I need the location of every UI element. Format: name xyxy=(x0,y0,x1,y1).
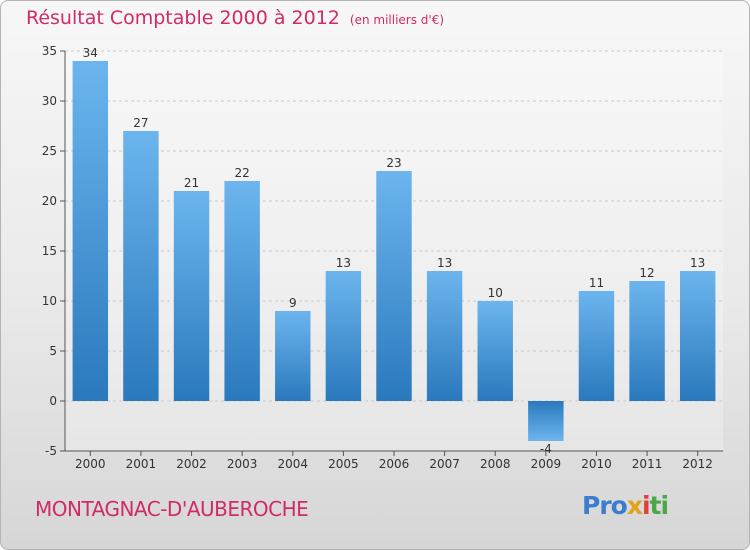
y-tick-label: 35 xyxy=(42,44,57,58)
bar-2012 xyxy=(679,271,716,401)
proxiti-logo: Proxiti xyxy=(582,491,670,520)
x-tick-label-2005: 2005 xyxy=(328,457,359,471)
y-tick-label: 25 xyxy=(42,144,57,158)
bar-2011 xyxy=(629,281,665,401)
data-label-2005: 13 xyxy=(336,256,351,270)
x-tick-label-2002: 2002 xyxy=(176,457,207,471)
x-tick-label-2008: 2008 xyxy=(480,457,511,471)
data-label-2011: 12 xyxy=(639,266,654,280)
data-label-2010: 11 xyxy=(589,276,604,290)
y-tick-label: 5 xyxy=(49,344,57,358)
data-label-2001: 27 xyxy=(133,116,148,130)
x-tick-label-2011: 2011 xyxy=(632,457,663,471)
logo-part-2: x xyxy=(626,491,643,520)
data-label-2009: -4 xyxy=(540,442,552,456)
x-tick-label-2006: 2006 xyxy=(379,457,410,471)
logo-part-3: i xyxy=(641,491,651,520)
bar-2008 xyxy=(477,301,513,401)
data-label-2003: 22 xyxy=(235,166,250,180)
logo-part-4: ti xyxy=(649,491,670,520)
x-tick-label-2012: 2012 xyxy=(682,457,713,471)
commune-name: MONTAGNAC-D'AUBEROCHE xyxy=(35,497,309,521)
bar-2004 xyxy=(275,311,311,401)
bar-2005 xyxy=(325,271,362,401)
bar-2002 xyxy=(173,191,210,401)
y-tick-label: 0 xyxy=(49,394,57,408)
x-tick-label-2009: 2009 xyxy=(531,457,562,471)
x-tick-label-2010: 2010 xyxy=(581,457,612,471)
x-tick-label-2007: 2007 xyxy=(429,457,460,471)
y-tick-label: 10 xyxy=(42,294,57,308)
data-label-2004: 9 xyxy=(289,296,297,310)
bar-2006 xyxy=(376,171,412,401)
bar-2001 xyxy=(123,131,159,401)
bar-2003 xyxy=(224,181,260,401)
bar-2009 xyxy=(528,401,564,441)
bar-2000 xyxy=(72,61,109,401)
bar-2010 xyxy=(578,291,615,401)
x-tick-label-2001: 2001 xyxy=(126,457,157,471)
x-tick-label-2000: 2000 xyxy=(75,457,106,471)
logo-part-1: Pro xyxy=(582,491,628,520)
bar-2007 xyxy=(426,271,463,401)
y-tick-label: 15 xyxy=(42,244,57,258)
data-label-2012: 13 xyxy=(690,256,705,270)
data-label-2000: 34 xyxy=(83,46,98,60)
chart-title-block: Résultat Comptable 2000 à 2012 (en millie… xyxy=(26,7,444,29)
x-tick-label-2004: 2004 xyxy=(277,457,308,471)
data-label-2008: 10 xyxy=(488,286,503,300)
chart-title: Résultat Comptable 2000 à 2012 xyxy=(26,7,340,29)
y-tick-label: 30 xyxy=(42,94,57,108)
data-label-2007: 13 xyxy=(437,256,452,270)
x-tick-label-2003: 2003 xyxy=(227,457,258,471)
chart-subtitle: (en milliers d'€) xyxy=(349,13,445,27)
y-tick-label: 20 xyxy=(42,194,57,208)
y-tick-label: -5 xyxy=(45,444,57,458)
data-label-2006: 23 xyxy=(386,156,401,170)
data-label-2002: 21 xyxy=(184,176,199,190)
